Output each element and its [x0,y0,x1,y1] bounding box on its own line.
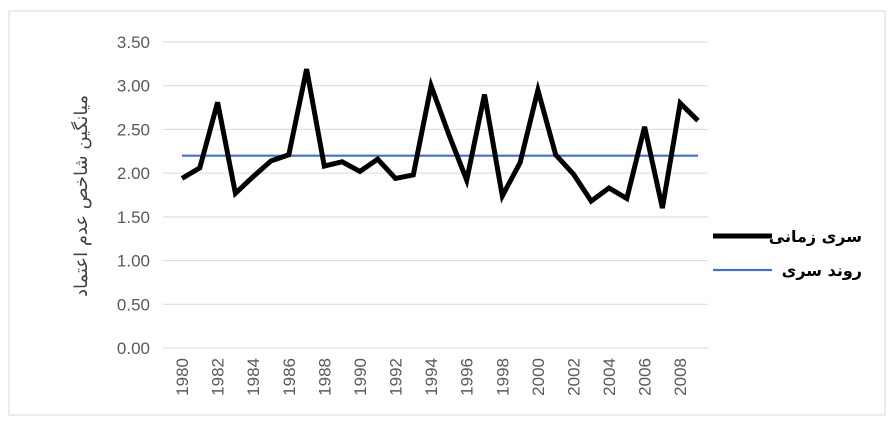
x-tick-label: 2002 [564,358,583,396]
x-tick-label: 1980 [173,358,192,396]
y-tick-label: 2.50 [117,120,150,139]
x-tick-label: 1988 [315,358,334,396]
x-tick-label: 2008 [671,358,690,396]
x-axis-tick-labels: 1980 1982 1984 1986 1988 1990 1992 1994 1996 1998… [173,358,690,396]
x-tick-label: 1986 [280,358,299,396]
legend: سری زمانی روند سری [713,227,862,280]
y-tick-label: 1.00 [117,252,150,271]
x-tick-label: 2004 [600,358,619,396]
x-tick-label: 2006 [636,358,655,396]
y-tick-label: 3.00 [117,77,150,96]
chart-frame [8,10,886,416]
x-tick-label: 1982 [209,358,228,396]
x-tick-label: 1998 [493,358,512,396]
y-tick-label: 3.50 [117,33,150,52]
y-axis-tick-labels: 0.00 0.50 1.00 1.50 2.00 2.50 3.00 3.50 [117,33,150,358]
x-tick-label: 1994 [422,358,441,396]
y-tick-label: 1.50 [117,208,150,227]
x-tick-label: 1984 [244,358,263,396]
x-tick-label: 2000 [529,358,548,396]
y-tick-label: 0.00 [117,339,150,358]
series-lines [180,68,700,209]
legend-label: سری زمانی [769,227,862,246]
x-tick-label: 1990 [351,358,370,396]
y-tick-label: 2.00 [117,164,150,183]
x-tick-label: 1996 [458,358,477,396]
x-tick-label: 1992 [387,358,406,396]
series-line-time-series [180,68,700,209]
legend-label: روند سری [782,261,862,280]
y-tick-label: 0.50 [117,295,150,314]
y-axis-title: میانگین شاخص عدم اعتماد [70,95,92,297]
